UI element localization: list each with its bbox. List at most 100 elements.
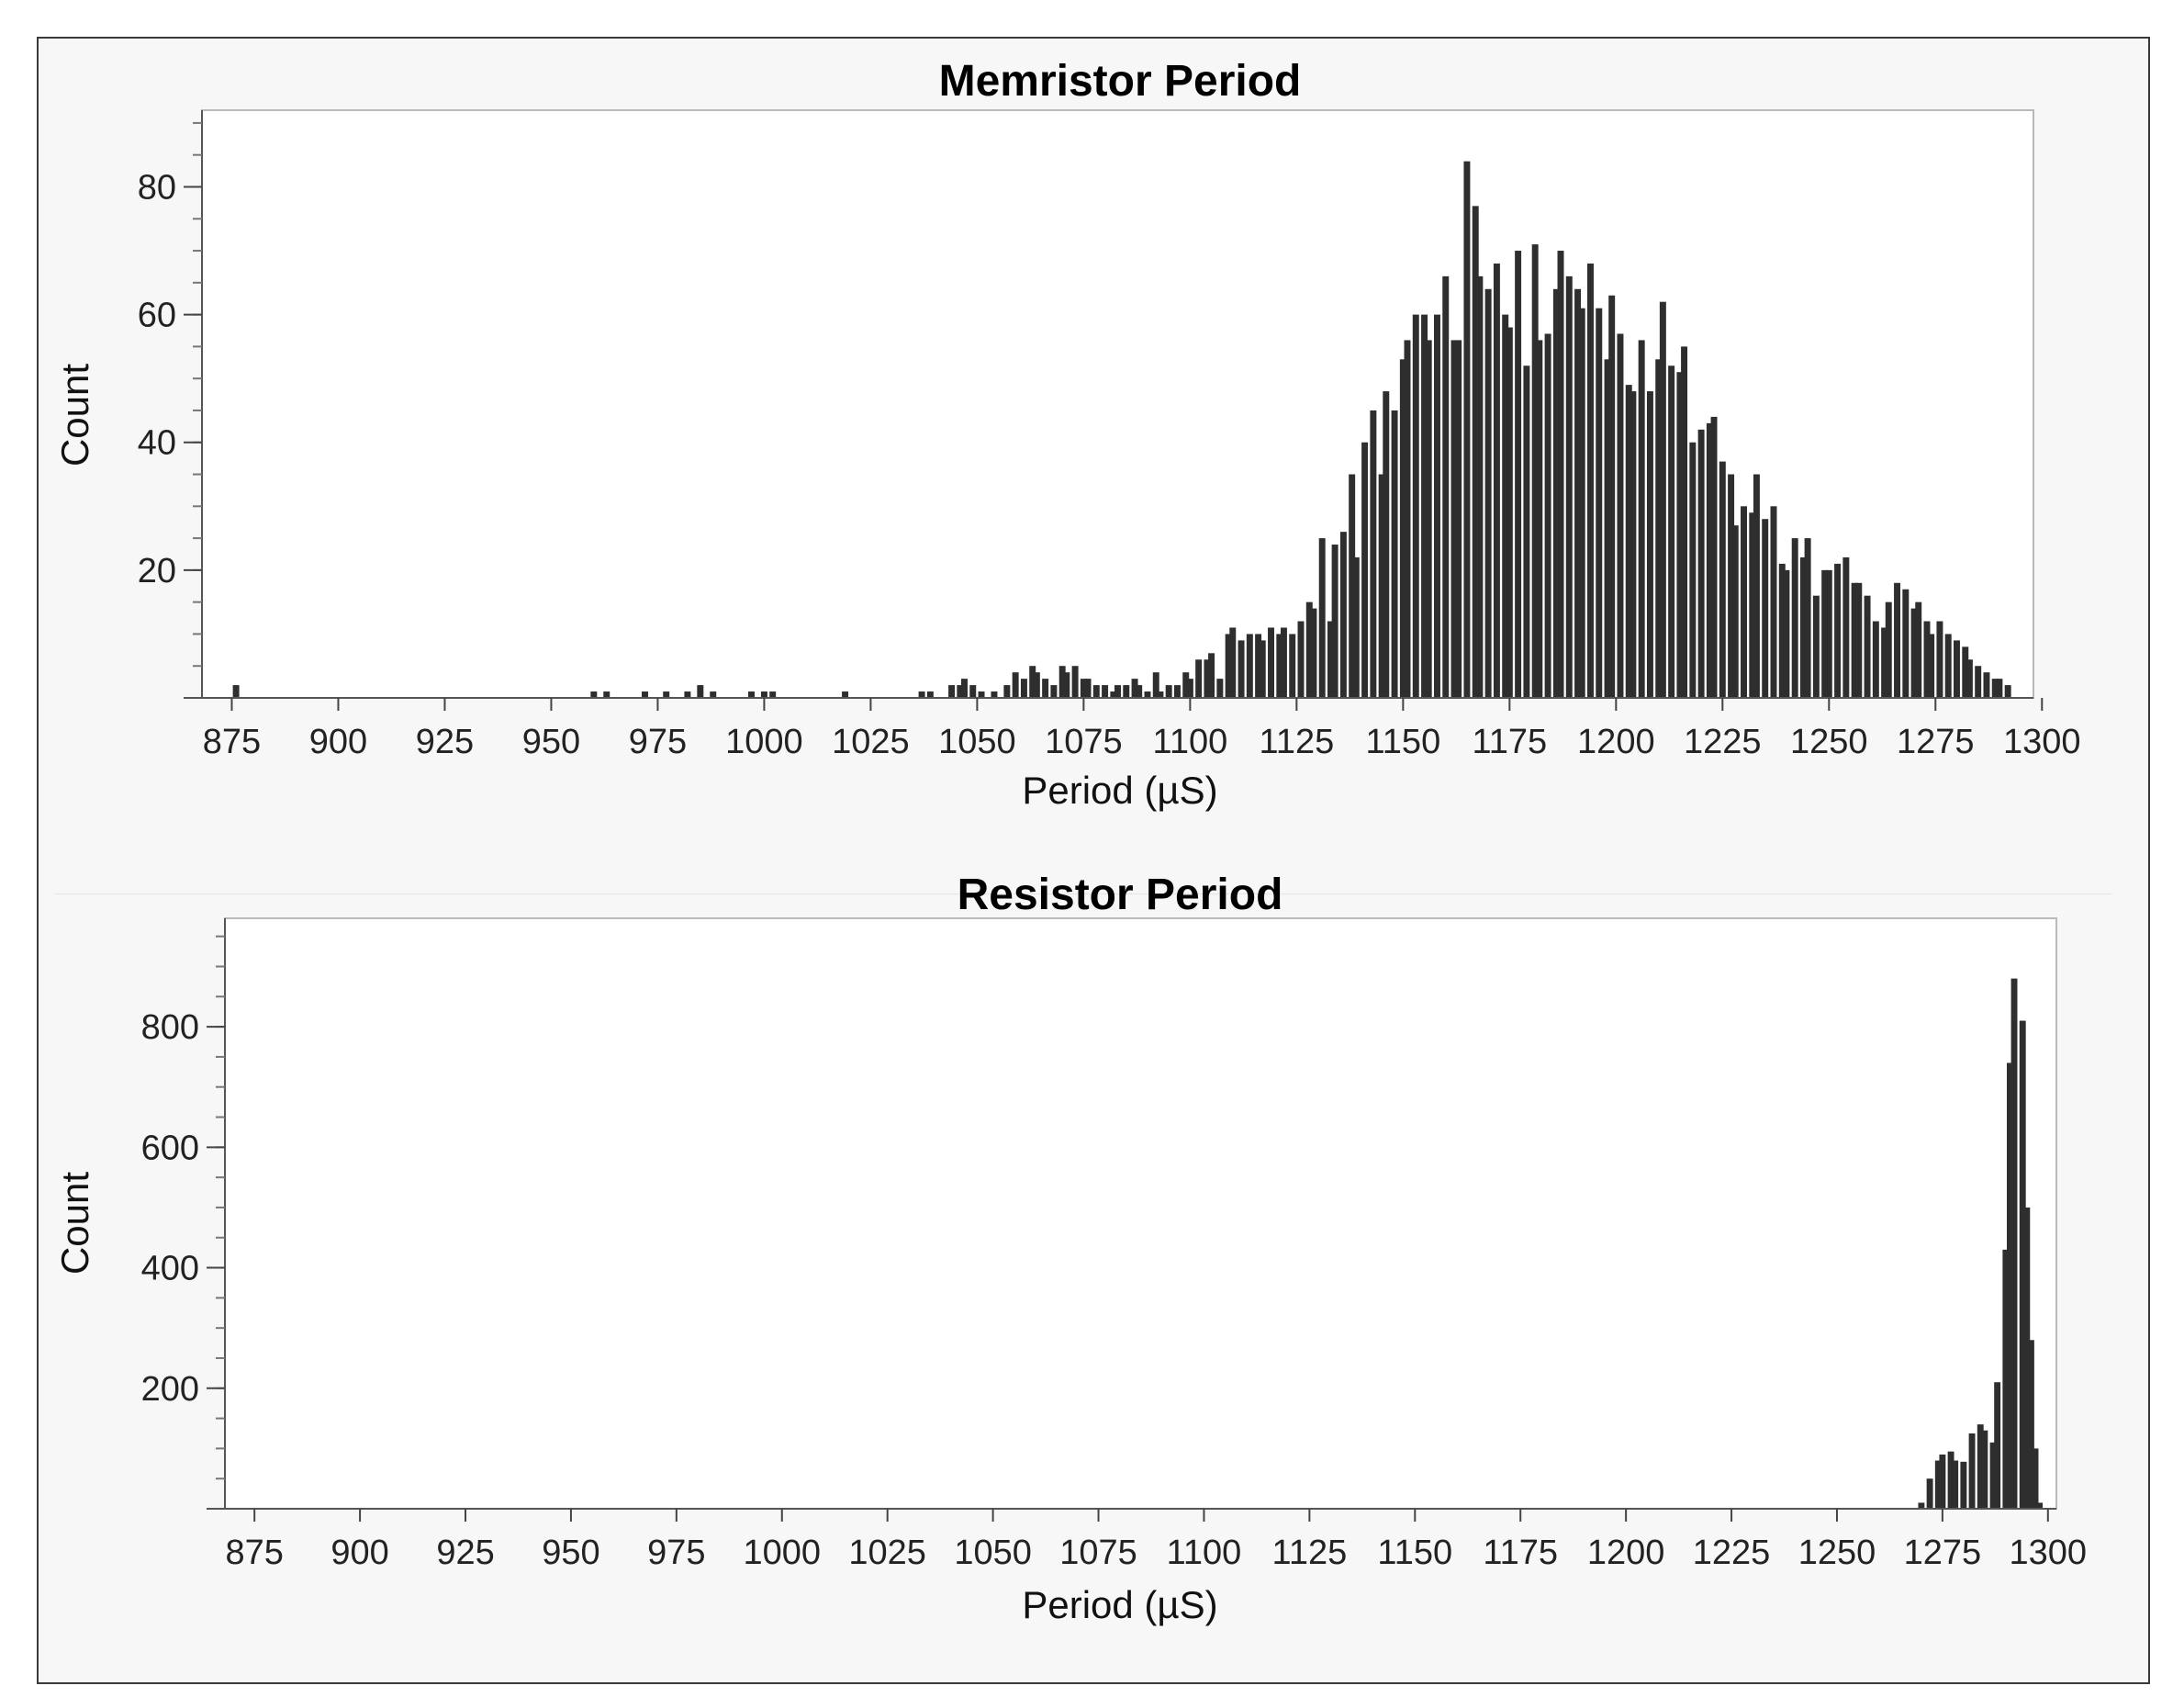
- x-tick-label: 925: [436, 1534, 494, 1572]
- histogram-bar: [1902, 589, 1910, 698]
- histogram-bar: [1791, 538, 1798, 698]
- histogram-bar: [1421, 314, 1428, 698]
- y-tick-label: 400: [141, 1250, 199, 1288]
- histogram-bar: [1110, 691, 1117, 698]
- histogram-bar: [1753, 474, 1760, 698]
- x-tick-label: 925: [416, 723, 474, 761]
- histogram-bar: [1450, 340, 1458, 698]
- histogram-bar: [1728, 474, 1735, 698]
- histogram-bar: [2006, 1062, 2013, 1509]
- histogram-bar: [1523, 365, 1530, 698]
- histogram-bar: [1851, 582, 1858, 698]
- histogram-bar: [1975, 666, 1982, 698]
- histogram-bar: [1719, 461, 1726, 698]
- histogram-bar: [642, 691, 648, 698]
- histogram-bar: [1259, 640, 1266, 698]
- x-tick-label: 975: [629, 723, 687, 761]
- bars-group: [1918, 978, 2044, 1509]
- histogram-bar: [1084, 679, 1092, 698]
- histogram-bar: [1936, 621, 1943, 698]
- x-tick-label: 1025: [848, 1534, 926, 1572]
- histogram-bar: [1131, 679, 1138, 698]
- histogram-bar: [1910, 608, 1918, 698]
- histogram-bar: [748, 691, 755, 698]
- histogram-bar: [1770, 506, 1777, 698]
- histogram-bar: [1472, 206, 1479, 698]
- histogram-bar: [1842, 556, 1850, 698]
- histogram-bar: [1339, 532, 1347, 698]
- histogram-bar: [1983, 672, 1990, 698]
- histogram-bar: [1404, 340, 1411, 698]
- histogram-bar: [710, 691, 717, 698]
- histogram-bar: [1182, 672, 1190, 698]
- chart-title: Memristor Period: [939, 57, 1302, 106]
- histogram-bar: [1071, 666, 1079, 698]
- histogram-bar: [1515, 251, 1522, 698]
- histogram-bar: [1812, 595, 1820, 698]
- x-tick-label: 1150: [1365, 723, 1440, 761]
- histogram-bar: [1557, 251, 1564, 698]
- histogram-bar: [1872, 621, 1879, 698]
- histogram-bar: [1638, 340, 1645, 698]
- histogram-bar: [1821, 569, 1829, 698]
- histogram-bar: [1012, 672, 1019, 698]
- x-axis-label: Period (µS): [1022, 769, 1217, 812]
- x-tick-label: 1000: [725, 723, 803, 761]
- x-tick-label: 1075: [1045, 723, 1123, 761]
- histogram-bar: [1915, 601, 1922, 698]
- histogram-bar: [1996, 679, 2003, 698]
- x-tick-label: 1175: [1472, 723, 1547, 761]
- histogram-bar: [2010, 978, 2018, 1509]
- histogram-bar: [1165, 685, 1172, 698]
- histogram-bar: [1676, 372, 1684, 698]
- histogram-bar: [1923, 621, 1931, 698]
- histogram-bar: [1123, 685, 1130, 698]
- x-tick-label: 1150: [1377, 1534, 1452, 1572]
- histogram-bar: [1186, 679, 1193, 698]
- x-tick-label: 1050: [938, 723, 1016, 761]
- histogram-bar: [1881, 627, 1888, 698]
- histogram-bar: [1954, 640, 1960, 698]
- histogram-bar: [1731, 525, 1739, 698]
- histogram-bar: [2027, 1340, 2034, 1509]
- histogram-bar: [1578, 308, 1585, 698]
- histogram-bar: [1463, 161, 1471, 699]
- histogram-bar: [1268, 627, 1275, 698]
- histogram-bar: [1136, 685, 1143, 698]
- histogram-bar: [2032, 1448, 2039, 1509]
- histogram-bar: [1762, 519, 1769, 698]
- bars-group: [232, 161, 2011, 699]
- histogram-bar: [2036, 1502, 2044, 1509]
- histogram-bar: [1710, 416, 1718, 698]
- histogram-bar: [1596, 308, 1603, 698]
- histogram-bar: [1668, 365, 1675, 698]
- histogram-bar: [232, 685, 240, 698]
- y-tick-label: 600: [141, 1129, 199, 1167]
- histogram-bar: [1855, 582, 1863, 698]
- histogram-bar: [1255, 634, 1262, 698]
- histogram-bar: [1349, 474, 1356, 698]
- histogram-bar: [1399, 359, 1406, 698]
- y-tick-label: 80: [138, 168, 176, 207]
- histogram-bar: [957, 685, 964, 698]
- histogram-bar: [1144, 691, 1151, 698]
- histogram-bar: [1939, 1454, 1946, 1509]
- histogram-bar: [1092, 685, 1100, 698]
- histogram-bar: [1208, 653, 1215, 698]
- x-tick-label: 1200: [1577, 723, 1655, 761]
- y-axis: 20 40 60 80: [138, 110, 203, 698]
- histogram-bar: [969, 685, 977, 698]
- histogram-bar: [1625, 385, 1632, 698]
- histogram-bar: [918, 691, 925, 698]
- histogram-bar: [1697, 429, 1705, 698]
- histogram-bar: [1246, 634, 1253, 698]
- histogram-bar: [1310, 608, 1317, 698]
- histogram-bar: [1352, 556, 1360, 698]
- histogram-bar: [1799, 556, 1807, 698]
- histogram-bar: [1689, 442, 1697, 698]
- histogram-bar: [697, 685, 704, 698]
- histogram-bar: [1706, 422, 1713, 698]
- x-tick-label: 1075: [1059, 1534, 1137, 1572]
- histogram-bar: [1484, 288, 1492, 698]
- histogram-bar: [663, 691, 670, 698]
